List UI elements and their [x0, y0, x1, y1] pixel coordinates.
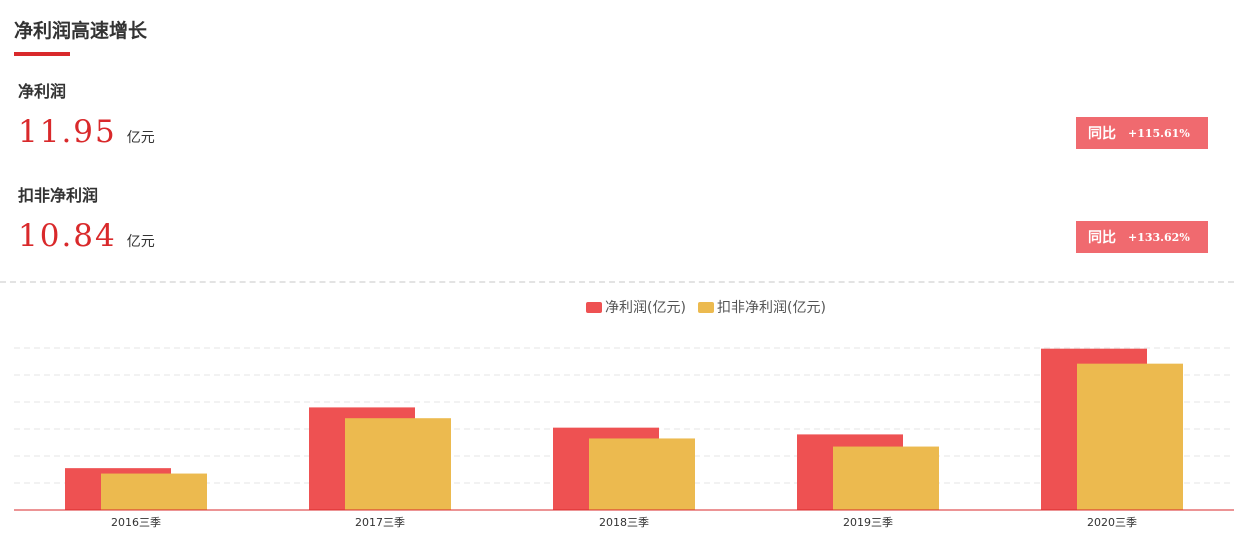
net-profit-value-row: 11.95 亿元 [18, 114, 155, 150]
bars [65, 348, 1183, 510]
bar-deducted-net-profit-3[interactable] [833, 446, 939, 510]
title-underline [14, 52, 70, 56]
net-profit-yoy-value: +115.61% [1128, 126, 1190, 140]
deducted-net-profit-yoy-value: +133.62% [1128, 230, 1190, 244]
net-profit-value: 11.95 [18, 114, 117, 150]
deducted-net-profit-label: 扣非净利润 [18, 186, 99, 205]
x-tick-label: 2019三季 [843, 516, 893, 529]
legend-swatch-deducted-net-profit[interactable] [698, 302, 714, 313]
bar-deducted-net-profit-4[interactable] [1077, 363, 1183, 510]
net-profit-yoy-label: 同比 [1088, 126, 1116, 142]
legend-swatch-net-profit[interactable] [586, 302, 602, 313]
net-profit-bar-chart: 2016三季 2017三季 2018三季 2019三季 2020三季 净利润(亿元) 扣… [14, 300, 1234, 529]
section-title: 净利润高速增长 [14, 20, 148, 42]
dashed-divider [0, 281, 1234, 283]
deducted-net-profit-value: 10.84 [18, 218, 117, 254]
x-tick-label: 2017三季 [355, 516, 405, 529]
x-axis-ticks: 2016三季 2017三季 2018三季 2019三季 2020三季 [111, 516, 1137, 529]
x-tick-label: 2018三季 [599, 516, 649, 529]
net-profit-yoy-badge: 同比 +115.61% [1076, 117, 1208, 149]
x-tick-label: 2020三季 [1087, 516, 1137, 529]
chart-legend[interactable]: 净利润(亿元) 扣非净利润(亿元) [586, 300, 826, 316]
bar-deducted-net-profit-1[interactable] [345, 418, 451, 510]
deducted-net-profit-yoy-badge: 同比 +133.62% [1076, 221, 1208, 253]
legend-label-deducted-net-profit[interactable]: 扣非净利润(亿元) [717, 300, 826, 316]
net-profit-unit: 亿元 [126, 130, 155, 146]
legend-label-net-profit[interactable]: 净利润(亿元) [605, 300, 686, 316]
x-tick-label: 2016三季 [111, 516, 161, 529]
bar-deducted-net-profit-2[interactable] [589, 438, 695, 510]
deducted-net-profit-yoy-label: 同比 [1088, 230, 1116, 246]
deducted-net-profit-unit: 亿元 [126, 234, 155, 250]
bar-deducted-net-profit-0[interactable] [101, 473, 207, 510]
deducted-net-profit-value-row: 10.84 亿元 [18, 218, 155, 254]
net-profit-label: 净利润 [18, 82, 67, 101]
